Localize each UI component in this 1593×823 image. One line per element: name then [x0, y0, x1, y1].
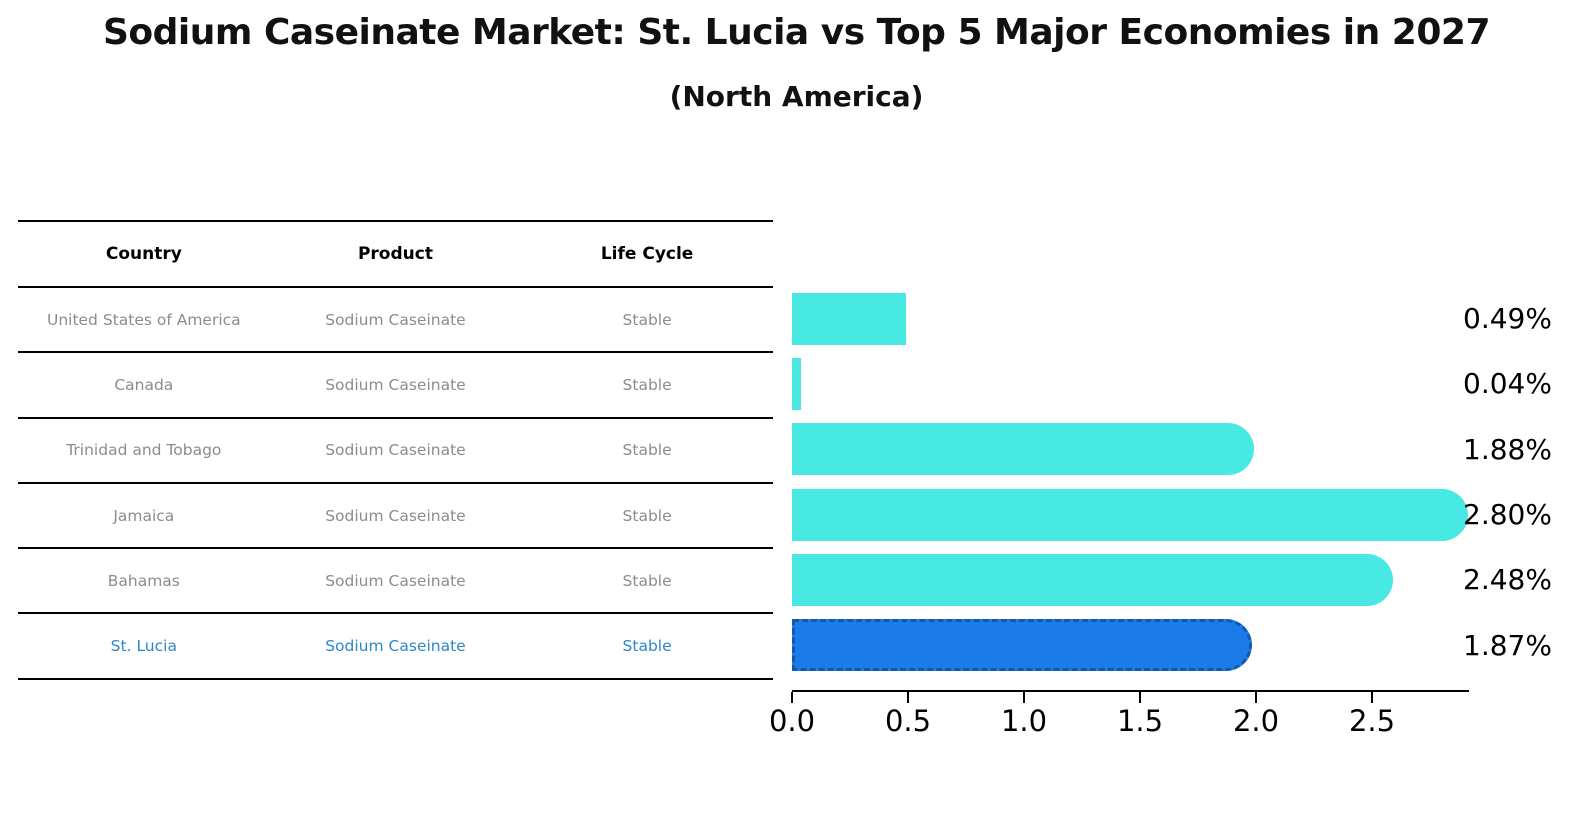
bar-row [792, 351, 1469, 416]
bar-bahamas [792, 553, 1394, 606]
x-axis-tick [1255, 692, 1258, 703]
column-header-life-cycle: Life Cycle [600, 244, 694, 264]
table-row-canada: Canada Sodium Caseinate Stable [18, 353, 773, 419]
bar-united-states [792, 292, 906, 345]
cell-country: United States of America [46, 310, 241, 329]
page-subtitle: (North America) [669, 80, 924, 113]
value-label: 0.49% [1463, 302, 1552, 336]
cell-product: Sodium Caseinate [325, 375, 466, 394]
cell-country: St. Lucia [110, 637, 177, 656]
cell-life-cycle: Stable [622, 637, 672, 656]
table-row-st-lucia: St. Lucia Sodium Caseinate Stable [18, 614, 773, 680]
x-axis-tick-label: 0.5 [884, 704, 932, 738]
bar-row [792, 613, 1469, 678]
x-axis-tick [1371, 692, 1374, 703]
x-axis-tick-label: 1.0 [1000, 704, 1048, 738]
table-row-trinidad-and-tobago: Trinidad and Tobago Sodium Caseinate Sta… [18, 419, 773, 484]
cell-product: Sodium Caseinate [325, 310, 466, 329]
x-axis-tick [1139, 692, 1141, 703]
bar-row [792, 482, 1469, 547]
value-label: 2.48% [1463, 563, 1552, 597]
bar-row [792, 286, 1469, 351]
bar-row [792, 417, 1469, 482]
cell-life-cycle: Stable [622, 310, 672, 329]
cell-product: Sodium Caseinate [325, 506, 466, 525]
bar-jamaica [792, 488, 1468, 541]
bar-row [792, 547, 1469, 612]
table-row-united-states: United States of America Sodium Caseinat… [18, 288, 773, 354]
x-axis-tick-label: 0.0 [768, 704, 816, 738]
value-label: 0.04% [1463, 367, 1552, 401]
cell-country: Jamaica [113, 506, 175, 525]
bar-chart [792, 286, 1469, 678]
value-label: 2.80% [1463, 498, 1552, 532]
cell-life-cycle: Stable [622, 375, 672, 394]
column-header-country: Country [105, 244, 182, 264]
cell-product: Sodium Caseinate [325, 571, 466, 590]
table-header-row: Country Product Life Cycle [18, 222, 773, 288]
cell-life-cycle: Stable [622, 441, 672, 460]
bar-st-lucia-highlighted [792, 619, 1252, 672]
cell-country: Canada [114, 375, 174, 394]
value-label: 1.88% [1463, 432, 1552, 466]
value-labels-column: 0.49% 0.04% 1.88% 2.80% 2.48% 1.87% [1440, 286, 1575, 678]
page-title: Sodium Caseinate Market: St. Lucia vs To… [103, 12, 1491, 53]
cell-life-cycle: Stable [622, 571, 672, 590]
table-row-bahamas: Bahamas Sodium Caseinate Stable [18, 549, 773, 615]
x-axis-tick [791, 692, 793, 703]
table-row-jamaica: Jamaica Sodium Caseinate Stable [18, 484, 773, 550]
country-table: Country Product Life Cycle United States… [18, 220, 773, 680]
x-axis-tick-label: 2.0 [1232, 704, 1280, 738]
bar-trinidad-and-tobago [792, 423, 1255, 476]
cell-country: Trinidad and Tobago [66, 441, 222, 460]
cell-product: Sodium Caseinate [325, 441, 466, 460]
cell-product: Sodium Caseinate [325, 637, 466, 656]
column-header-product: Product [357, 244, 433, 264]
x-axis-tick-label: 1.5 [1116, 704, 1164, 738]
cell-country: Bahamas [107, 571, 180, 590]
value-label: 1.87% [1463, 628, 1552, 662]
x-axis-line [792, 690, 1469, 692]
cell-life-cycle: Stable [622, 506, 672, 525]
bar-canada [792, 357, 802, 410]
x-axis-tick-label: 2.5 [1348, 704, 1396, 738]
x-axis-tick [907, 692, 909, 703]
x-axis-tick [1023, 692, 1025, 703]
